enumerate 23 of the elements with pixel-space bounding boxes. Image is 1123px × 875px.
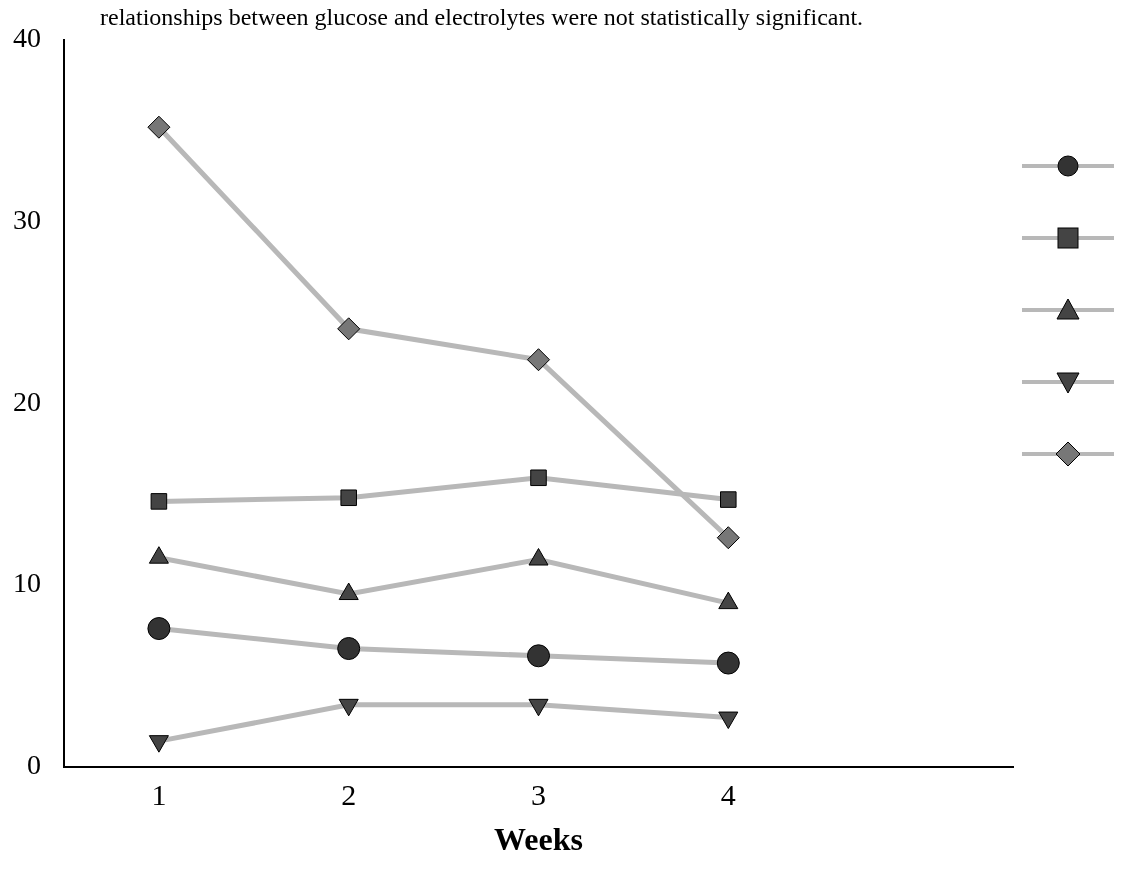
point (337, 317, 361, 341)
point (340, 489, 357, 507)
y-tick-label: 40 (13, 22, 41, 54)
x-tick-label: 1 (151, 778, 167, 812)
x-tick-label: 3 (531, 778, 546, 812)
point (527, 348, 550, 372)
point (720, 491, 737, 508)
point (147, 115, 171, 139)
point (716, 651, 740, 675)
x-tick-label: 4 (720, 778, 736, 812)
point (147, 617, 171, 641)
point (530, 469, 547, 487)
y-tick-label: 20 (13, 385, 41, 417)
y-tick-label: 10 (13, 567, 41, 599)
text: relationships between glucose and electrolytes were not statistically significant. (100, 4, 864, 31)
point (527, 644, 550, 668)
y-tick-label: 30 (13, 204, 41, 236)
point (716, 526, 740, 550)
x-tick-label: 2 (341, 778, 357, 812)
x-axis-title: Weeks (494, 821, 583, 858)
y-tick-label: 0 (27, 748, 41, 780)
point (337, 637, 361, 661)
point (150, 493, 168, 510)
